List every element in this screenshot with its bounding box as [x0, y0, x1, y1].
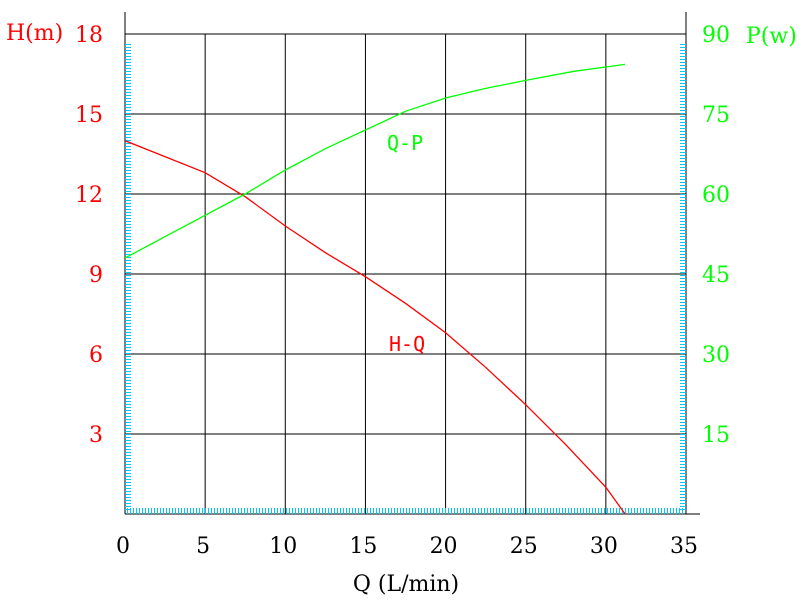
- x-tick-label: 0: [116, 534, 130, 559]
- x-tick-label: 10: [269, 534, 297, 559]
- y-left-tick-label: 12: [75, 183, 103, 208]
- chart-series: [124, 63, 626, 515]
- series-line-q-p: [124, 63, 626, 259]
- y-right-tick-label: 90: [702, 23, 730, 48]
- x-tick-label: 15: [349, 534, 377, 559]
- y-left-tick-label: 15: [75, 103, 103, 128]
- series-line-h-q: [124, 140, 626, 515]
- series-label-h-q: H-Q: [389, 332, 425, 356]
- chart-grid: [124, 12, 700, 515]
- series-label-q-p: Q-P: [387, 131, 423, 155]
- y-left-tick-label: 3: [89, 423, 103, 448]
- y-left-tick-label: 9: [89, 263, 103, 288]
- y-left-tick-label: 6: [89, 343, 103, 368]
- y-right-tick-label: 15: [702, 423, 730, 448]
- x-tick-label: 25: [510, 534, 538, 559]
- right-axis-title: P(w): [746, 24, 797, 49]
- y-right-tick-label: 30: [702, 343, 730, 368]
- y-right-tick-label: 75: [702, 103, 730, 128]
- y-left-tick-label: 18: [75, 23, 103, 48]
- left-axis-title: H(m): [6, 21, 63, 46]
- x-tick-label: 35: [670, 534, 698, 559]
- y-right-tick-label: 60: [702, 183, 730, 208]
- axis-dotted-marks: [125, 44, 686, 514]
- y-right-tick-label: 45: [702, 263, 730, 288]
- x-tick-label: 30: [590, 534, 618, 559]
- tick-labels: 3 6 9 12 15 18 15 30 45 60 75 90 0 5 10 15 20 25 30 35: [75, 23, 730, 559]
- x-tick-label: 20: [430, 534, 458, 559]
- x-tick-label: 5: [196, 534, 210, 559]
- x-axis-title: Q (L/min): [353, 572, 459, 597]
